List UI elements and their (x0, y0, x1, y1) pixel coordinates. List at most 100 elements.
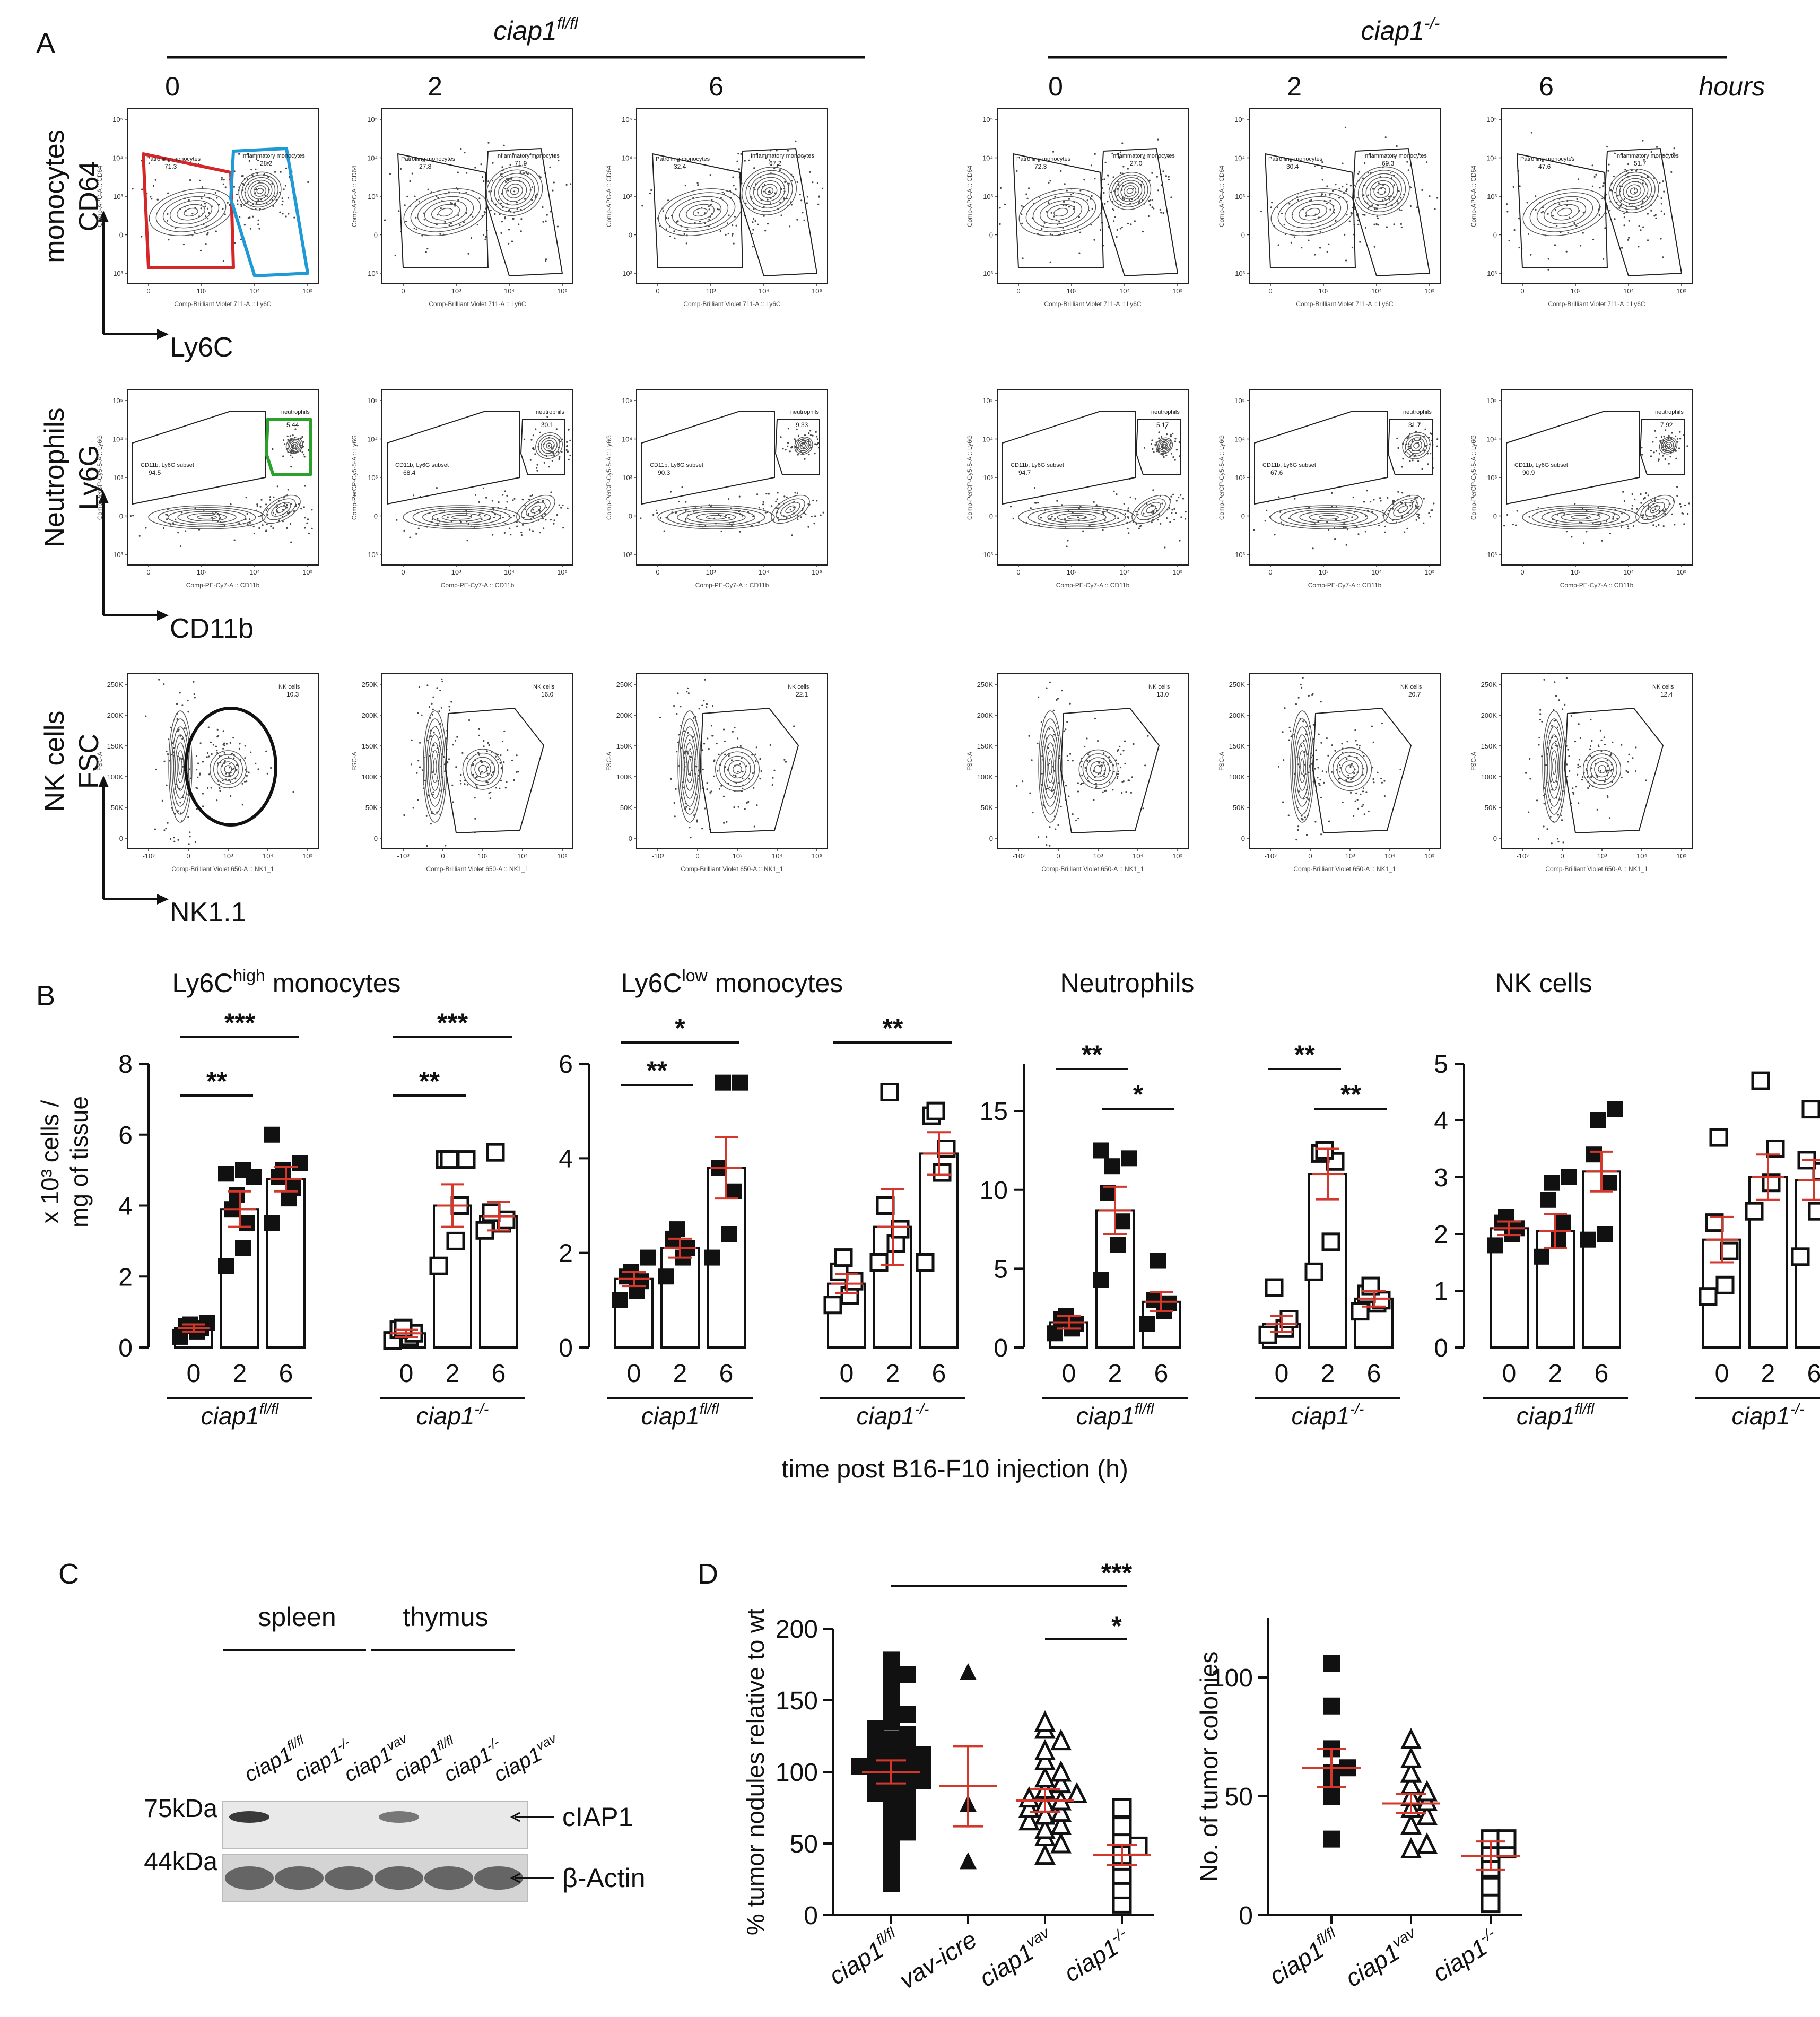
density-contour (535, 432, 563, 459)
event-dot (216, 197, 218, 199)
gate-patrolling (1265, 153, 1356, 268)
data-point (218, 1166, 234, 1182)
event-dot (542, 206, 544, 208)
event-dot (755, 760, 757, 762)
event-dot (215, 230, 217, 232)
significance-label: ** (1294, 1040, 1315, 1070)
event-dot (693, 717, 695, 719)
flow-x-param: Comp-PE-Cy7-A :: CD11b (1560, 581, 1634, 589)
flow-y-tick: 10⁴ (112, 154, 123, 162)
event-dot (1158, 431, 1160, 433)
event-dot (161, 799, 163, 802)
flow-y-tick: 100K (616, 773, 633, 781)
event-dot (1400, 223, 1402, 225)
event-dot (490, 210, 492, 212)
flow-x-tick: 0 (1016, 287, 1020, 295)
event-dot (1314, 165, 1316, 167)
event-dot (1117, 770, 1119, 772)
event-dot (785, 449, 787, 451)
event-dot (718, 788, 721, 790)
event-dot (1662, 154, 1665, 157)
event-dot (660, 517, 662, 519)
panel-a-x-marker: NK1.1 (170, 897, 247, 928)
event-dot (165, 828, 167, 830)
event-dot (1058, 221, 1060, 223)
event-dot (763, 190, 765, 193)
event-dot (694, 222, 696, 224)
event-dot (787, 445, 789, 448)
density-contour (502, 180, 527, 202)
event-dot (685, 242, 687, 245)
event-dot (1631, 493, 1633, 495)
event-dot (1102, 529, 1104, 531)
event-dot (568, 458, 570, 460)
flow-x-param: Comp-PE-Cy7-A :: CD11b (1308, 581, 1382, 589)
event-dot (1654, 430, 1656, 432)
event-dot (406, 195, 408, 197)
event-dot (1371, 725, 1373, 727)
event-dot (535, 428, 537, 430)
event-dot (1573, 222, 1575, 224)
flow-y-tick: 10³ (1487, 474, 1497, 482)
gate-value-right: 7.92 (1660, 421, 1673, 429)
event-dot (687, 732, 689, 734)
event-dot (1080, 766, 1082, 768)
event-dot (290, 541, 292, 543)
event-dot (1290, 241, 1292, 244)
event-dot (487, 180, 490, 182)
event-dot (279, 191, 281, 193)
data-point (1586, 1146, 1602, 1163)
event-dot (1663, 190, 1665, 193)
event-dot (662, 210, 664, 212)
event-dot (201, 197, 203, 199)
event-dot (1134, 498, 1136, 500)
gate-value-right: 10.3 (286, 691, 299, 698)
significance-label: *** (437, 1008, 468, 1038)
data-point (235, 1162, 251, 1178)
event-dot (1430, 453, 1432, 455)
flow-x-tick: 10⁴ (1636, 852, 1647, 860)
event-dot (1561, 708, 1564, 710)
flow-x-tick: 10⁴ (1133, 852, 1143, 860)
event-dot (1430, 432, 1432, 434)
density-contour (169, 200, 213, 224)
gate-inflammatory (485, 148, 563, 276)
event-dot (742, 787, 744, 789)
event-dot (699, 221, 701, 223)
event-dot (1666, 153, 1668, 155)
event-dot (1131, 776, 1133, 778)
event-dot (516, 525, 518, 527)
event-dot (504, 490, 506, 492)
density-contour (162, 196, 220, 229)
flow-y-tick: -10³ (1233, 269, 1246, 277)
event-dot (558, 504, 560, 506)
event-dot (238, 153, 240, 155)
event-dot (712, 735, 714, 737)
event-dot (1060, 805, 1062, 808)
event-dot (1568, 755, 1570, 757)
event-dot (1417, 460, 1420, 463)
event-dot (281, 197, 283, 199)
event-dot (286, 435, 289, 438)
event-dot (240, 204, 242, 206)
event-dot (558, 458, 560, 460)
event-dot (675, 512, 677, 514)
event-dot (726, 222, 728, 224)
title-suffix: monocytes (708, 968, 843, 998)
event-dot (1664, 513, 1666, 515)
event-dot (692, 197, 694, 199)
event-dot (206, 218, 209, 220)
event-dot (553, 455, 555, 457)
flow-x-tick: 10³ (1319, 287, 1329, 295)
event-dot (208, 773, 211, 776)
event-dot (1349, 766, 1352, 768)
event-dot (702, 768, 704, 770)
event-dot (417, 527, 420, 529)
event-dot (1168, 179, 1170, 181)
event-dot (1037, 502, 1039, 504)
event-dot (265, 530, 267, 532)
event-dot (1650, 455, 1652, 457)
event-dot (1151, 521, 1153, 524)
flow-x-tick: 10³ (1597, 852, 1607, 860)
